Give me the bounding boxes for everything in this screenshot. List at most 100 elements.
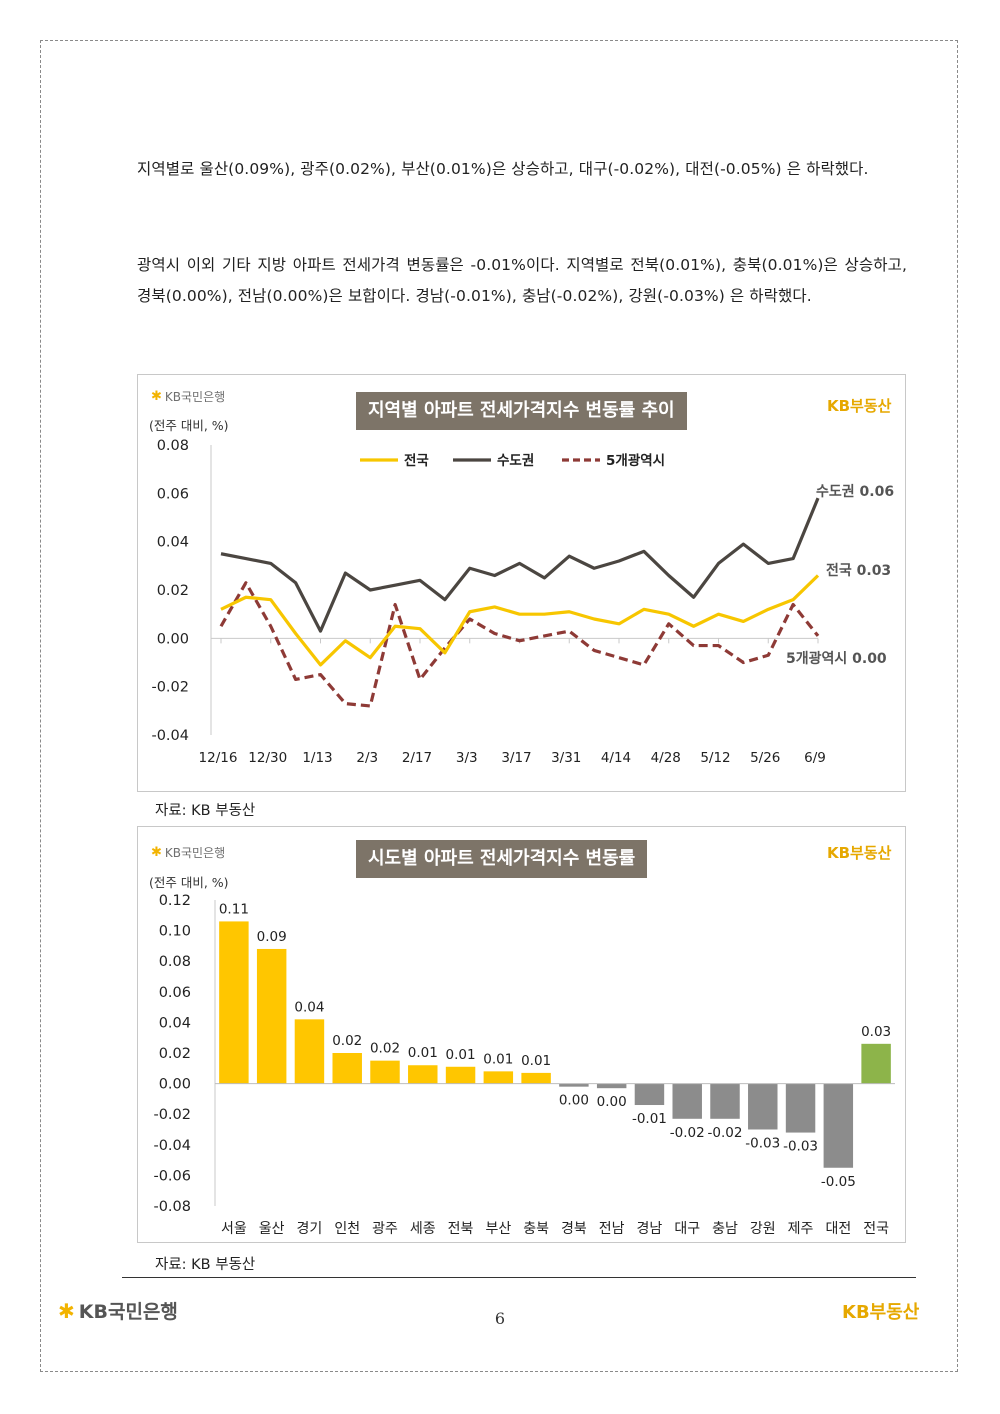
bar — [521, 1072, 551, 1084]
x-category-label: 전북 — [448, 1221, 474, 1237]
page-number: 6 — [494, 1309, 506, 1328]
x-category-label: 인천 — [334, 1221, 360, 1237]
bar — [256, 948, 287, 1084]
bar — [483, 1071, 514, 1084]
line-chart-panel: ✱ KB국민은행 (전주 대비, %) 지역별 아파트 전세가격지수 변동률 추… — [137, 374, 906, 792]
bar — [710, 1083, 740, 1119]
bar — [861, 1043, 891, 1084]
x-tick-label: 5/26 — [750, 750, 780, 766]
kb-bank-logo-text: KB국민은행 — [164, 846, 226, 860]
bar-data-label: -0.02 — [670, 1125, 705, 1141]
bar-data-label: -0.03 — [783, 1139, 818, 1155]
y-tick-label: -0.04 — [153, 1138, 191, 1154]
bar — [823, 1083, 854, 1168]
chart-title-2: 시도별 아파트 전세가격지수 변동률 — [356, 840, 648, 878]
x-category-label: 전남 — [599, 1221, 625, 1237]
y-tick-label: 0.06 — [157, 486, 189, 502]
x-tick-label: 2/3 — [356, 750, 378, 766]
bar — [559, 1083, 589, 1087]
footer-divider — [122, 1277, 916, 1278]
x-category-label: 전국 — [863, 1221, 889, 1237]
footer-kb-bank-logo: ✱ KB국민은행 — [58, 1297, 178, 1324]
bar — [445, 1066, 476, 1084]
bar — [748, 1083, 778, 1130]
x-category-label: 서울 — [221, 1221, 247, 1237]
x-category-label: 제주 — [788, 1221, 814, 1237]
y-tick-label: 0.04 — [159, 1015, 191, 1031]
x-tick-label: 3/3 — [456, 750, 478, 766]
kb-bank-logo-text: KB국민은행 — [164, 390, 226, 404]
bar-data-label: 0.01 — [408, 1045, 438, 1061]
bar-data-label: -0.01 — [632, 1111, 667, 1127]
x-category-label: 대구 — [674, 1221, 700, 1237]
bar — [408, 1065, 438, 1084]
x-tick-label: 2/17 — [402, 750, 432, 766]
bar-data-label: 0.01 — [446, 1047, 476, 1063]
bar — [672, 1083, 702, 1119]
bar — [596, 1083, 627, 1089]
bar-data-label: 0.02 — [370, 1041, 400, 1057]
y-tick-label: -0.02 — [153, 1107, 191, 1123]
y-tick-label: 0.04 — [157, 535, 189, 551]
bar-data-label: -0.05 — [821, 1174, 856, 1190]
bar-data-label: -0.03 — [745, 1136, 780, 1152]
legend-label: 수도권 — [497, 453, 534, 469]
series-end-label: 5개광역시 0.00 — [786, 650, 887, 667]
bar-data-label: 0.02 — [332, 1033, 362, 1049]
bar-data-label: 0.09 — [257, 929, 287, 945]
y-tick-label: 0.06 — [159, 985, 191, 1001]
y-tick-label: 0.02 — [157, 583, 189, 599]
bar-data-label: 0.01 — [521, 1053, 551, 1069]
x-tick-label: 4/14 — [601, 750, 631, 766]
kb-star-icon: ✱ — [151, 389, 162, 404]
chart-title: 지역별 아파트 전세가격지수 변동률 추이 — [356, 392, 687, 430]
x-tick-label: 6/9 — [804, 750, 826, 766]
x-category-label: 대전 — [825, 1221, 851, 1237]
x-category-label: 경북 — [561, 1221, 587, 1237]
bar-data-label: 0.04 — [294, 999, 324, 1015]
bar — [219, 921, 249, 1084]
y-unit-label: (전주 대비, %) — [149, 418, 229, 433]
x-category-label: 경기 — [297, 1221, 323, 1237]
y-tick-label: 0.10 — [159, 924, 191, 940]
bar-data-label: 0.00 — [597, 1094, 627, 1110]
bar-chart-svg: 0.12 0.10 0.08 0.06 0.04 0.02 0.00 -0.02 -0.04 -0… — [153, 893, 895, 1237]
kb-star-icon: ✱ — [58, 1298, 75, 1323]
chart1-source: 자료: KB 부동산 — [155, 803, 256, 819]
x-category-label: 경남 — [637, 1221, 663, 1237]
y-tick-label: 0.00 — [159, 1077, 191, 1093]
x-tick-label: 5/12 — [700, 750, 730, 766]
x-category-label: 충남 — [712, 1221, 738, 1237]
bar-data-label: 0.00 — [559, 1093, 589, 1109]
bar-data-label: 0.03 — [861, 1024, 891, 1040]
x-category-label: 강원 — [750, 1221, 776, 1237]
kb-bank-logo-small: ✱ KB국민은행 — [151, 388, 225, 405]
footer-bank-logo-text: KB국민은행 — [78, 1301, 178, 1323]
x-tick-label: 12/30 — [248, 750, 287, 766]
y-unit-label-2: (전주 대비, %) — [149, 875, 229, 890]
x-tick-label: 1/13 — [302, 750, 332, 766]
chart2-source: 자료: KB 부동산 — [155, 1257, 256, 1273]
y-tick-label: -0.06 — [153, 1168, 191, 1184]
series-line-2 — [219, 581, 820, 708]
paragraph-2: 광역시 이외 기타 지방 아파트 전세가격 변동률은 -0.01%이다. 지역별… — [137, 256, 907, 305]
page-border — [40, 40, 958, 1372]
kb-star-icon: ✱ — [151, 845, 162, 860]
x-tick-label: 12/16 — [199, 750, 238, 766]
y-tick-label: 0.08 — [157, 438, 189, 454]
y-tick-label: 0.00 — [157, 631, 189, 647]
x-tick-label: 3/17 — [501, 750, 531, 766]
series-line-0 — [220, 574, 820, 667]
y-tick-label: 0.02 — [159, 1046, 191, 1062]
legend-label: 5개광역시 — [606, 452, 665, 469]
x-category-label: 충북 — [523, 1221, 549, 1237]
x-category-label: 부산 — [485, 1221, 511, 1237]
x-tick-label: 3/31 — [551, 750, 581, 766]
x-category-label: 광주 — [372, 1221, 398, 1237]
bar — [294, 1019, 325, 1084]
bar — [332, 1053, 362, 1084]
bar — [785, 1083, 816, 1133]
x-tick-label: 4/28 — [651, 750, 681, 766]
series-end-label: 전국 0.03 — [826, 562, 891, 579]
bar-chart-panel: ✱ KB국민은행 (전주 대비, %) 시도별 아파트 전세가격지수 변동률 K… — [137, 826, 906, 1243]
